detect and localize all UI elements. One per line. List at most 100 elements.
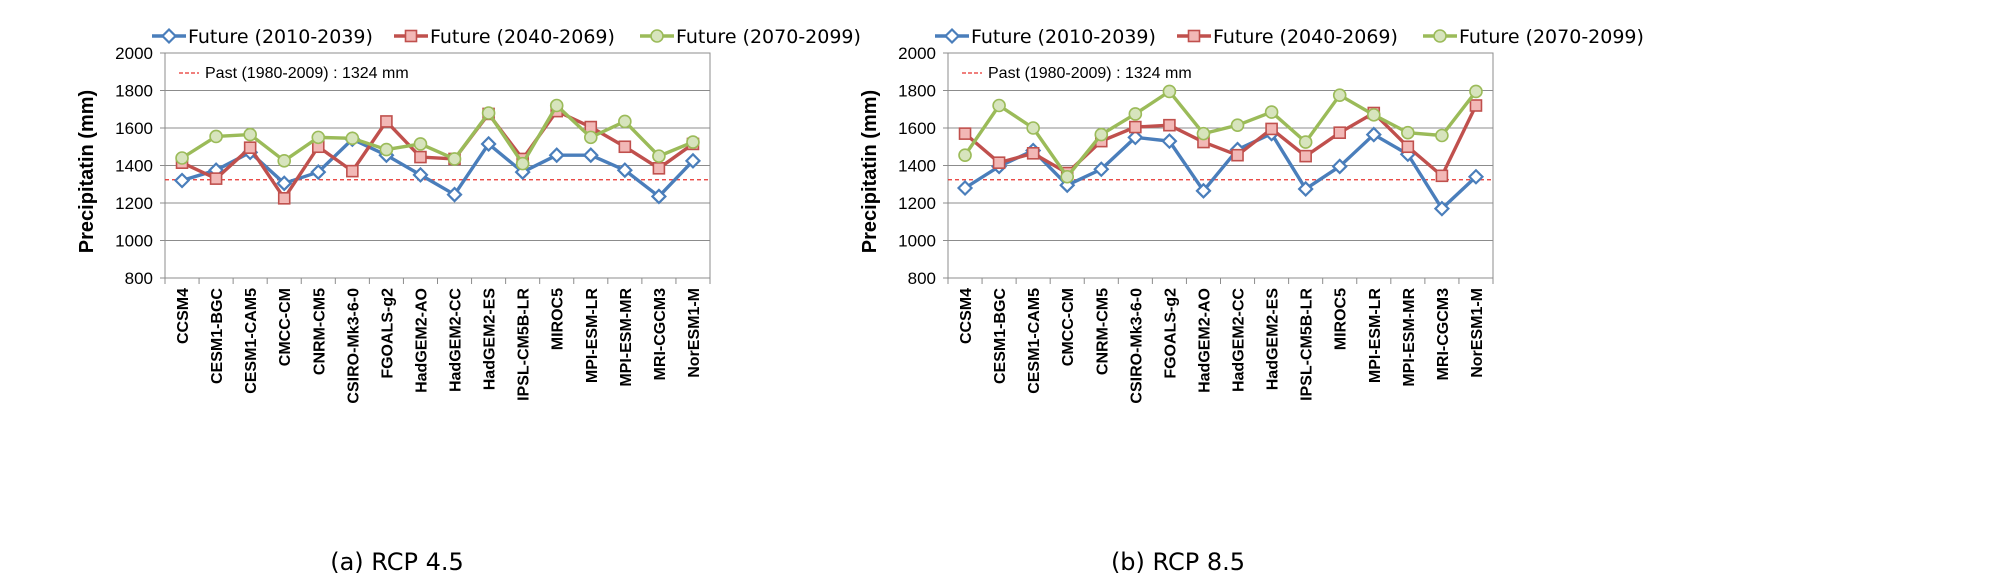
data-point <box>652 162 666 175</box>
y-tick-label: 800 <box>125 269 153 288</box>
data-point <box>1435 169 1449 183</box>
data-point <box>650 188 667 205</box>
y-tick-label: 1400 <box>115 157 153 176</box>
data-point <box>1469 84 1483 99</box>
data-point <box>1469 99 1483 112</box>
chart-panel-2: 800 1000 1200 1400 1600 1800 2000 CCSM4 CESM1-BG… <box>859 26 1644 576</box>
x-tick-label: CCSM4 <box>175 288 192 344</box>
x-tick-label: HadGEM2-ES <box>1265 288 1282 391</box>
y-tick-label: 2000 <box>115 44 153 63</box>
data-point <box>992 98 1006 113</box>
legend: Future (2010-2039) Future (2040-2069) Futu… <box>152 26 861 48</box>
data-point <box>173 172 191 189</box>
series-line <box>181 103 694 166</box>
data-point <box>243 141 257 154</box>
series-line <box>181 109 694 201</box>
data-point <box>583 130 598 145</box>
y-axis-title: Precipitatin (mm) <box>859 90 881 253</box>
legend-swatch-marker <box>1187 29 1201 43</box>
data-point <box>1333 126 1347 139</box>
x-tick-label: MPI-ESM-LR <box>584 288 601 384</box>
data-point <box>1299 149 1312 163</box>
data-point <box>412 166 429 183</box>
data-point <box>515 156 530 171</box>
data-point <box>276 175 293 192</box>
x-tick-label: HadGEM2-AO <box>1196 288 1213 393</box>
y-tick-label: 2000 <box>898 44 936 63</box>
legend-item: Future (2040-2069) <box>1177 26 1398 48</box>
data-point <box>1435 128 1449 143</box>
y-axis-title: Precipitatin (mm) <box>76 90 98 253</box>
data-point <box>311 130 326 145</box>
legend-item: Future (2010-2039) <box>935 26 1156 48</box>
data-point <box>1365 126 1382 143</box>
x-tick-label: CMCC-CM <box>1060 288 1077 366</box>
x-tick-label: CESM1-CAM5 <box>1026 288 1043 394</box>
legend-swatch-marker <box>650 29 664 43</box>
x-tick-label: CMCC-CM <box>277 288 294 366</box>
data-point <box>209 129 223 144</box>
data-point <box>1060 169 1075 184</box>
data-point <box>310 164 327 181</box>
y-tick-label: 1600 <box>115 119 153 138</box>
series-3 <box>175 98 700 171</box>
data-point <box>1162 84 1177 99</box>
legend-swatch-marker <box>943 27 961 45</box>
panel-caption: (b) RCP 8.5 <box>1111 548 1245 576</box>
y-tick-label: 1200 <box>115 194 153 213</box>
legend-label: Future (2010-2039) <box>188 26 373 48</box>
data-point <box>1401 140 1415 154</box>
data-point <box>447 152 462 166</box>
data-point <box>958 148 972 162</box>
data-point <box>1467 168 1485 185</box>
x-tick-label: MPI-ESM-LR <box>1367 288 1384 384</box>
x-tick-label: HadGEM2-AO <box>413 288 430 393</box>
x-tick-label: MRI-CGCM3 <box>652 288 669 381</box>
y-tick-label: 800 <box>908 269 936 288</box>
data-point <box>481 106 496 120</box>
series-line <box>963 104 1478 178</box>
data-point <box>548 147 565 164</box>
data-point <box>413 137 428 151</box>
data-point <box>243 127 257 142</box>
x-tick-label: CESM1-BGC <box>209 288 226 384</box>
data-point <box>1331 158 1348 175</box>
data-point <box>1265 122 1278 136</box>
x-tick-label: FGOALS-g2 <box>379 288 396 379</box>
x-tick-label: IPSL-CM5B-LR <box>516 288 533 401</box>
panel-caption: (a) RCP 4.5 <box>330 548 464 576</box>
legend-item: Future (2070-2099) <box>1423 26 1644 48</box>
data-point <box>1128 107 1143 121</box>
x-tick-label: MRI-CGCM3 <box>1435 288 1452 381</box>
data-point <box>1231 148 1244 162</box>
x-tick-label: MIROC5 <box>550 288 567 350</box>
x-tick-label: NorESM1-M <box>686 288 703 378</box>
x-tick-label: FGOALS-g2 <box>1162 288 1179 379</box>
data-point <box>1433 200 1450 217</box>
data-point <box>652 149 666 163</box>
x-tick-label: MPI-ESM-MR <box>1401 288 1418 387</box>
past-legend-label: Past (1980-2009) : 1324 mm <box>988 65 1192 82</box>
x-tick-label: CCSM4 <box>958 288 975 344</box>
data-point <box>1093 161 1110 178</box>
legend-label: Future (2040-2069) <box>1213 26 1398 48</box>
legend-swatch-marker <box>404 29 418 43</box>
data-point <box>684 152 702 169</box>
chart-panel-1: 800 1000 1200 1400 1600 1800 2000 CCSM4 CESM1-BG… <box>76 26 861 576</box>
data-point <box>992 156 1006 169</box>
legend: Future (2010-2039) Future (2040-2069) Futu… <box>935 26 1644 48</box>
past-legend-label: Past (1980-2009) : 1324 mm <box>205 65 409 82</box>
data-point <box>582 147 599 164</box>
y-tick-label: 1200 <box>898 194 936 213</box>
y-tick-label: 1800 <box>115 82 153 101</box>
data-point <box>1094 127 1109 142</box>
data-point <box>1161 133 1178 150</box>
data-point <box>618 140 632 154</box>
x-tick-label: HadGEM2-CC <box>448 288 465 392</box>
data-point <box>1196 126 1211 141</box>
data-point <box>1297 180 1314 197</box>
x-tick-label: CNRM-CM5 <box>311 288 328 375</box>
data-point <box>379 142 394 157</box>
legend-label: Future (2040-2069) <box>430 26 615 48</box>
legend-label: Future (2010-2039) <box>971 26 1156 48</box>
